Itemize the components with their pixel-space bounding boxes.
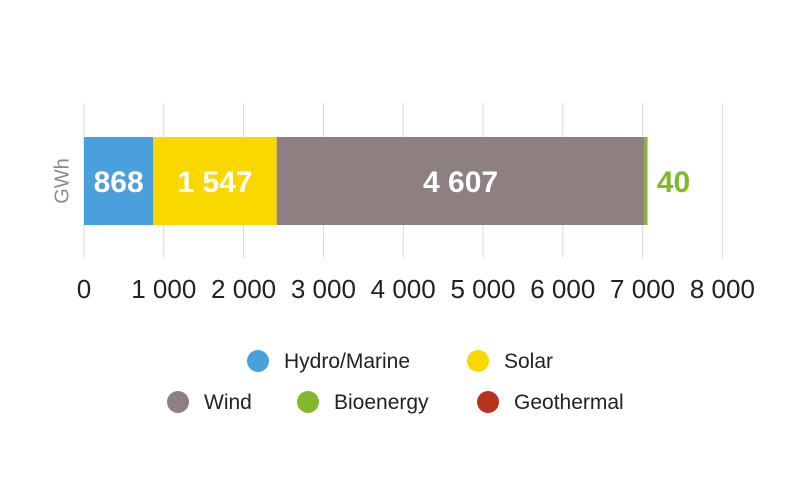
legend-marker <box>477 391 499 413</box>
data-label-hydro-marine: 868 <box>94 166 144 199</box>
legend-label: Wind <box>204 391 252 414</box>
legend-item-solar: Solar <box>467 350 553 373</box>
legend-label: Geothermal <box>514 391 624 414</box>
legend-item-hydro-marine: Hydro/Marine <box>247 350 410 373</box>
x-tick-label: 1 000 <box>131 274 196 304</box>
bar-segment-solar <box>153 137 277 225</box>
x-tick-label: 7 000 <box>610 274 675 304</box>
legend-marker <box>167 391 189 413</box>
legend-item-bioenergy: Bioenergy <box>297 391 429 414</box>
x-tick-label: 2 000 <box>211 274 276 304</box>
legend-item-wind: Wind <box>167 391 252 414</box>
data-label-wind: 4 607 <box>423 166 498 199</box>
x-axis-ticks: 0 1 000 2 000 3 000 4 000 5 000 6 000 7 000 8 00… <box>77 274 755 304</box>
bar-segment-bioenergy <box>644 137 648 225</box>
legend-marker <box>247 350 269 372</box>
legend: Hydro/Marine Solar Wind Bioenergy Geothermal <box>167 350 624 414</box>
data-labels: 868 1 547 4 607 40 <box>94 166 691 199</box>
data-label-bioenergy: 40 <box>657 166 690 199</box>
x-tick-label: 5 000 <box>450 274 515 304</box>
legend-marker <box>467 350 489 372</box>
legend-marker <box>297 391 319 413</box>
y-axis-label: GWh <box>51 158 73 204</box>
x-tick-label: 4 000 <box>371 274 436 304</box>
legend-label: Hydro/Marine <box>284 350 410 373</box>
data-label-solar: 1 547 <box>177 166 252 199</box>
x-tick-label: 6 000 <box>530 274 595 304</box>
bar-segment-wind <box>276 137 645 225</box>
legend-label: Solar <box>504 350 553 373</box>
bar-segment-hydro-marine <box>84 137 154 225</box>
x-tick-label: 0 <box>77 274 91 304</box>
x-tick-label: 8 000 <box>690 274 755 304</box>
legend-label: Bioenergy <box>334 391 429 414</box>
bar-segments <box>84 137 648 225</box>
x-tick-label: 3 000 <box>291 274 356 304</box>
legend-item-geothermal: Geothermal <box>477 391 624 414</box>
